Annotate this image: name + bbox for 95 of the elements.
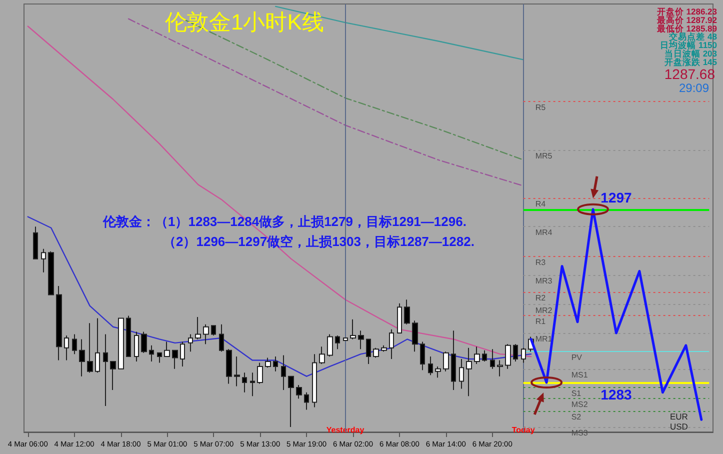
ref-line-label: R3 [535,258,546,267]
candlestick [118,318,124,370]
candlestick [466,347,472,397]
candlestick [373,347,379,358]
candlestick [327,334,333,358]
ref-line-label: R5 [535,103,546,112]
annotation: 日均波幅 1150 [660,40,718,50]
candlestick [350,318,356,340]
ref-line-label: S1 [571,388,582,398]
candlestick [381,344,387,352]
candlestick [103,334,108,407]
annotation: 交易点差 48 [668,32,718,42]
candlestick [157,352,162,364]
candlestick [79,338,85,377]
candlestick [72,334,77,355]
candlestick [33,226,38,260]
annotation: 29:09 [678,81,710,95]
candlestick [41,248,46,273]
candlestick [389,328,394,360]
candlestick [435,366,441,378]
ref-line-label: MR1 [535,334,553,344]
ref-line-label: MS1 [571,370,588,380]
x-tick-label: Yesterday [326,426,365,434]
ref-line-label: S2 [571,412,582,422]
candlestick [412,320,418,352]
annotation: 最高价 1287.92 [656,14,718,25]
candlestick [134,331,139,362]
ref-line-label: R1 [535,317,546,326]
candlestick [451,330,456,390]
candlestick [404,299,410,325]
candlestick [443,351,449,372]
ref-line-label: R2 [535,294,546,303]
candlestick [180,341,185,367]
candlestick [490,348,495,370]
annotation: 最低价 1285.89 [656,23,718,34]
candlestick [48,250,54,296]
annotation: 1287.68 [664,66,716,82]
x-tick-label: Today [512,426,536,434]
candlestick [242,372,247,393]
ref-line-label: MS2 [571,400,588,410]
candlestick [343,337,348,341]
candlestick [56,286,62,361]
candlestick [474,346,480,364]
candlestick [428,356,433,376]
chart-title: 伦敦金1小时K线 [165,10,324,34]
annotation: 开盘涨跌 145 [663,56,718,67]
candlestick [141,331,147,354]
candlestick [366,338,371,364]
candlestick [257,362,263,384]
candlestick [219,324,224,352]
candlestick [459,358,464,390]
annotation: 开盘价 1286.23 [656,6,718,16]
candlestick [358,330,364,350]
candlestick [172,350,178,370]
candlestick [482,350,487,362]
candlestick [288,376,294,428]
candlestick [188,334,193,352]
candlestick [296,384,302,400]
candlestick [521,347,526,364]
ref-line-label: PV [571,353,583,362]
candlestick [234,356,240,387]
candlestick [64,335,69,361]
candlestick [87,322,93,374]
candlestick [335,335,340,350]
candlestick [226,348,232,384]
ref-line-label: 1297 [600,189,632,206]
candlestick [164,341,170,358]
candlestick [110,360,116,390]
candlestick [281,354,286,390]
candlestick [505,344,511,370]
candlestick [195,316,201,340]
candlestick [95,318,100,374]
candlestick [149,344,154,362]
candlestick [319,346,325,364]
ref-line-label: MR4 [535,228,553,238]
annotation: USD [670,422,688,432]
candlestick [203,324,209,345]
candlestick [265,357,271,368]
candlestick [126,315,131,358]
annotation: 当日波幅 203 [664,48,718,58]
ref-line-label: R4 [535,200,546,209]
ref-line-label: MR5 [535,151,553,160]
candlestick [397,302,402,334]
candlestick [211,325,216,336]
ref-line-label: MR2 [535,306,553,316]
candlestick [304,392,309,410]
candlestick [420,341,425,371]
candlestick [497,360,503,377]
candlestick [273,356,278,372]
ref-line-label: MR3 [535,276,553,286]
ref-line-label: 1283 [600,386,632,403]
candlestick [513,344,518,362]
annotation: EUR [670,412,688,422]
candlestick [250,372,255,397]
candlestick [312,354,317,408]
